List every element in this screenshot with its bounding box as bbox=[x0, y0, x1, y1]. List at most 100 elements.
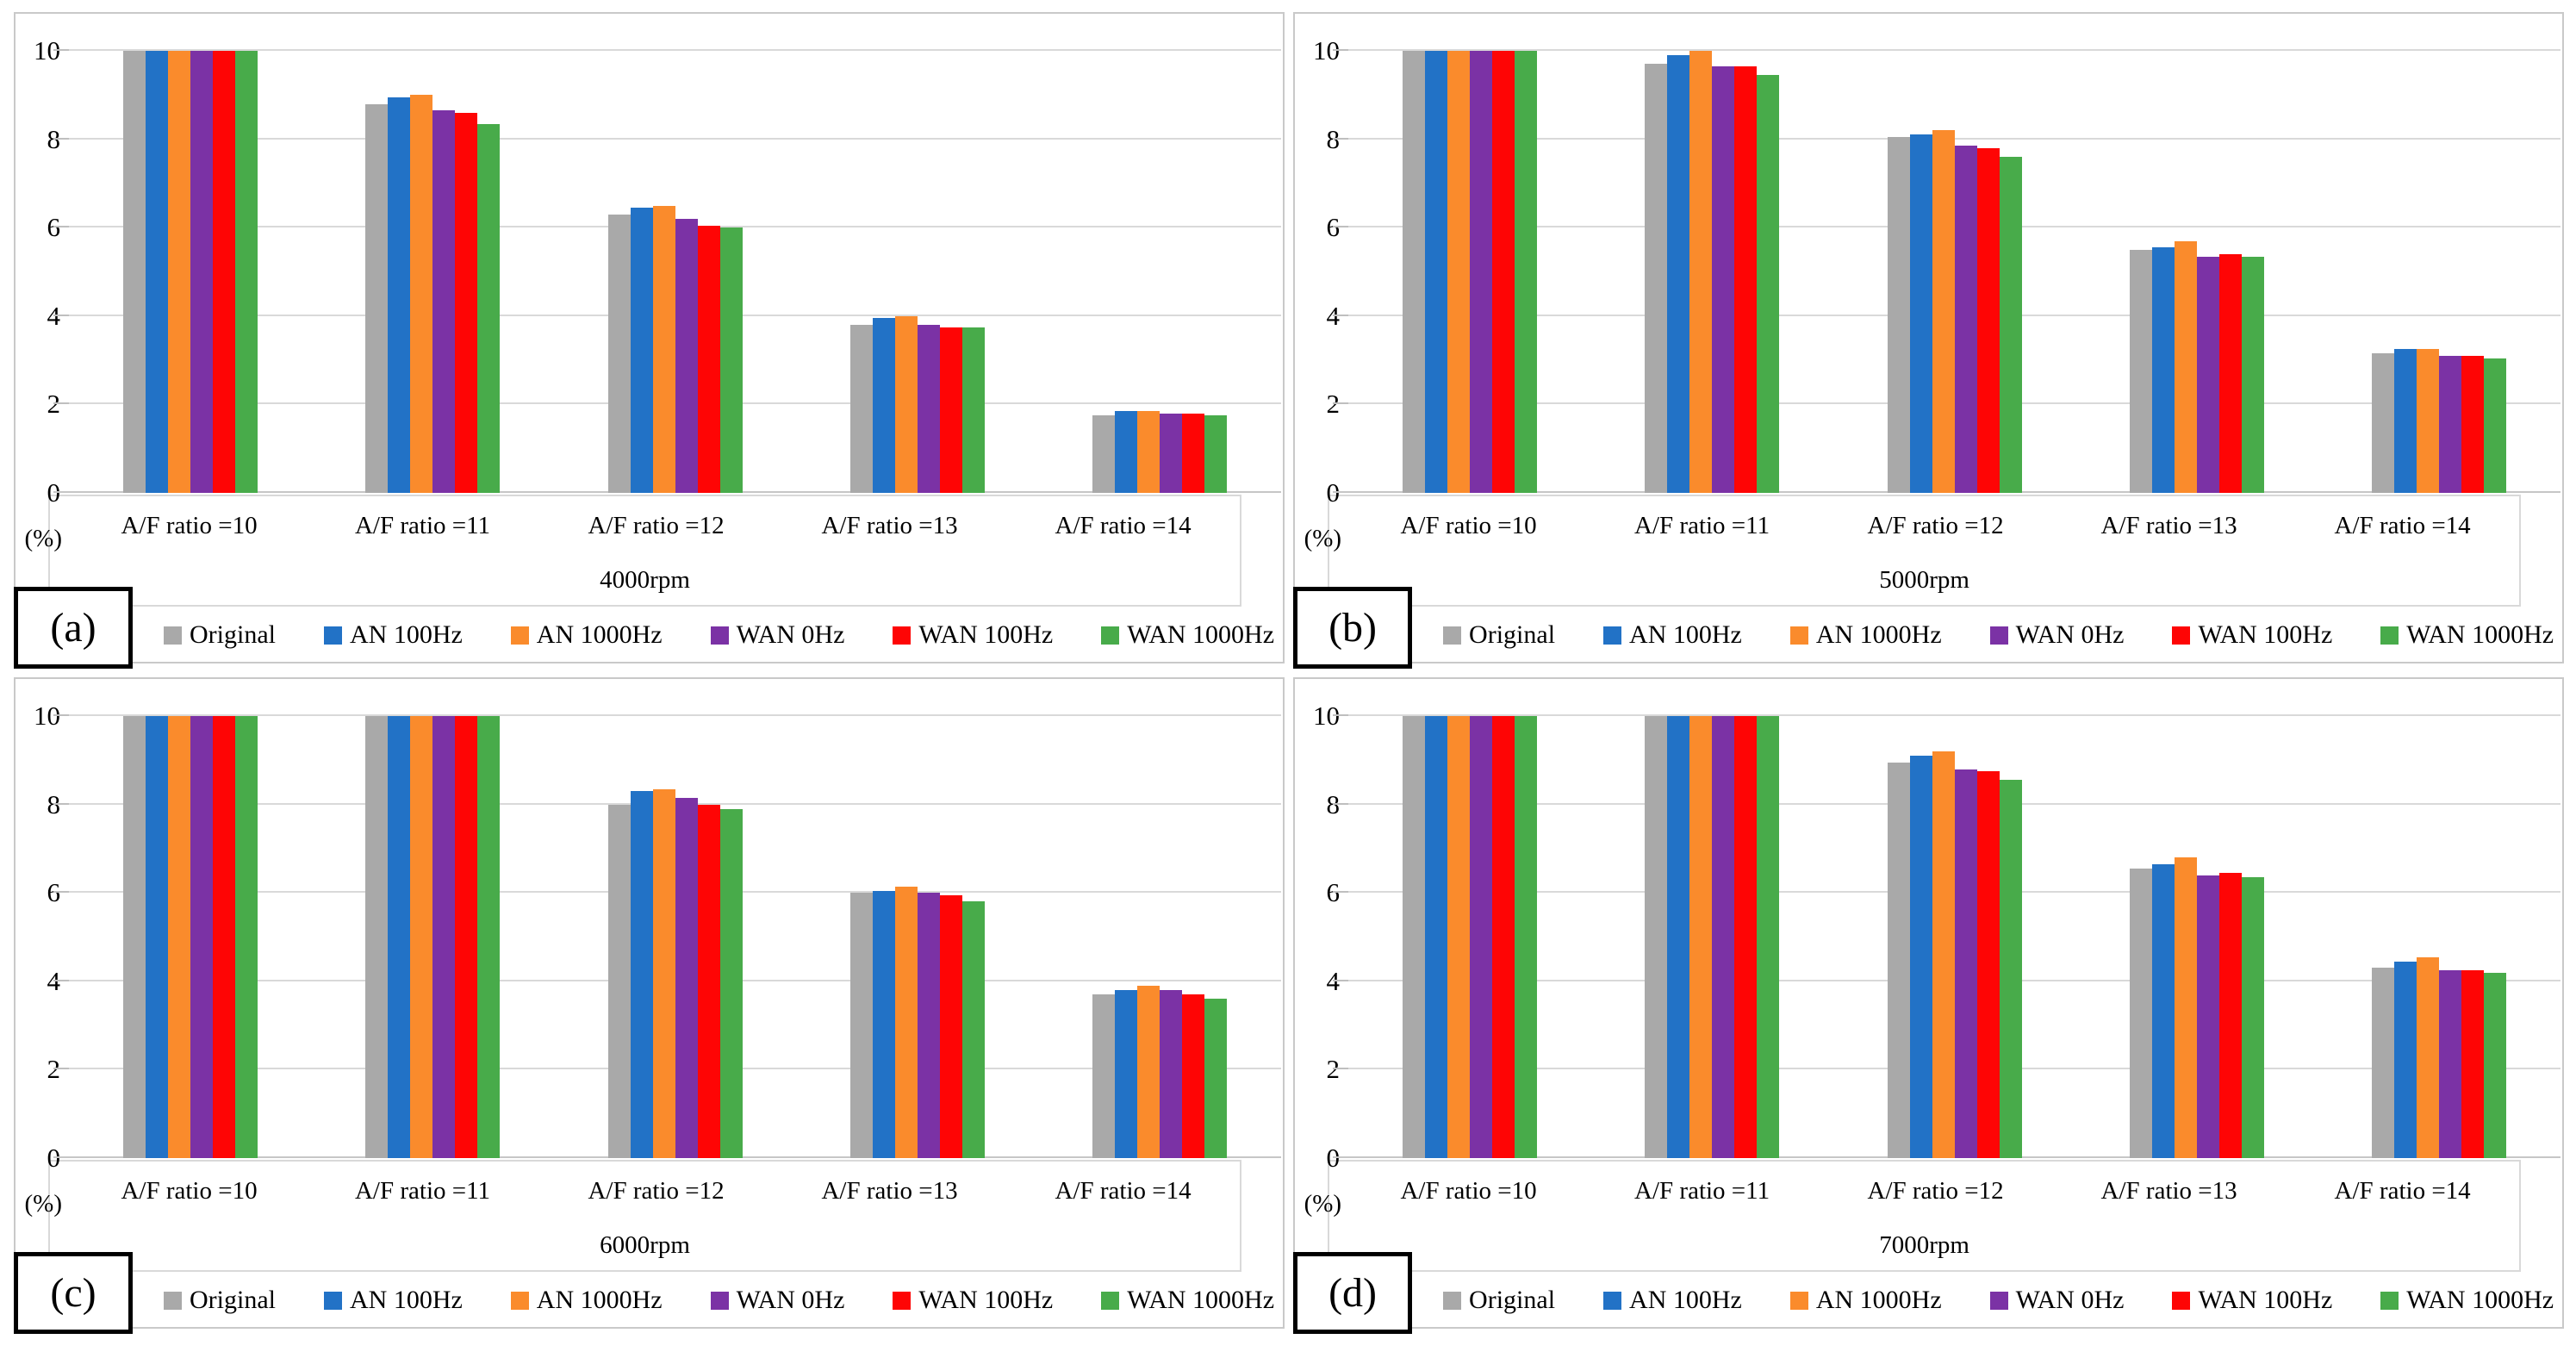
bar bbox=[2394, 349, 2417, 493]
legend-label: WAN 0Hz bbox=[2015, 620, 2125, 649]
bar bbox=[1999, 157, 2022, 493]
legend-item: AN 1000Hz bbox=[1789, 1287, 1942, 1313]
legend-item: AN 1000Hz bbox=[1789, 622, 1942, 648]
legend-label: AN 100Hz bbox=[349, 1286, 463, 1314]
x-category-label: A/F ratio =10 bbox=[121, 512, 258, 539]
legend-item: WAN 1000Hz bbox=[1101, 622, 1274, 648]
bar bbox=[477, 716, 501, 1158]
panel-letter-box-c: (c) bbox=[14, 1252, 133, 1334]
bar bbox=[2461, 356, 2485, 493]
bar-groups bbox=[69, 682, 1281, 1158]
legend-label: Original bbox=[190, 1286, 276, 1314]
legend-swatch-an-100hz bbox=[323, 1291, 342, 1310]
legend-swatch-an-1000hz bbox=[510, 626, 529, 645]
y-axis-unit-label: (%) bbox=[24, 1190, 62, 1218]
bar bbox=[630, 791, 653, 1158]
bar bbox=[388, 97, 411, 493]
bar-group bbox=[1887, 682, 2022, 1158]
bar bbox=[1667, 55, 1690, 493]
legend-item: AN 1000Hz bbox=[510, 1286, 663, 1314]
bar bbox=[939, 895, 962, 1158]
legend-item: AN 100Hz bbox=[1603, 1287, 1742, 1313]
bar bbox=[2151, 864, 2175, 1158]
bar bbox=[212, 716, 235, 1158]
plot-row: 1086420(%) bbox=[16, 17, 1283, 551]
x-category-label: A/F ratio =11 bbox=[1634, 1177, 1770, 1205]
y-tick-mark bbox=[1333, 314, 1349, 316]
bar bbox=[1182, 994, 1205, 1158]
bar bbox=[1469, 716, 1492, 1158]
panel-letter: (b) bbox=[1328, 605, 1378, 651]
bar bbox=[872, 318, 895, 493]
legend-swatch-an-100hz bbox=[1603, 626, 1622, 645]
bar bbox=[167, 716, 190, 1158]
legend-item: WAN 100Hz bbox=[893, 1287, 1053, 1313]
bar bbox=[1932, 751, 1955, 1158]
bar bbox=[2196, 875, 2219, 1158]
legend-label: WAN 100Hz bbox=[918, 1286, 1054, 1314]
legend-label: AN 1000Hz bbox=[536, 1286, 663, 1314]
x-axis-title: 7000rpm bbox=[1879, 1231, 1969, 1259]
y-tick-mark bbox=[53, 226, 69, 228]
plot-row: 1086420(%) bbox=[16, 682, 1283, 1217]
y-tick-mark bbox=[53, 891, 69, 894]
bar bbox=[894, 316, 918, 493]
bar bbox=[234, 716, 258, 1158]
legend-swatch-an-1000hz bbox=[510, 1291, 529, 1310]
x-category-label: A/F ratio =12 bbox=[1867, 512, 2004, 539]
bar bbox=[1160, 414, 1183, 493]
bar-group bbox=[607, 682, 743, 1158]
legend-item: WAN 0Hz bbox=[1989, 620, 2125, 649]
bar bbox=[1932, 130, 1955, 493]
y-tick-mark bbox=[1333, 802, 1349, 805]
legend-label: AN 1000Hz bbox=[536, 620, 663, 649]
y-axis: 1086420(%) bbox=[1295, 682, 1348, 1217]
bar bbox=[388, 716, 411, 1158]
bar-group bbox=[1402, 682, 1537, 1158]
bar bbox=[1424, 716, 1447, 1158]
bar bbox=[1514, 716, 1537, 1158]
bar bbox=[2417, 957, 2440, 1158]
bar bbox=[961, 901, 985, 1158]
bar bbox=[1137, 411, 1160, 493]
bar bbox=[145, 716, 168, 1158]
x-category-label: A/F ratio =11 bbox=[354, 1177, 491, 1205]
legend-label: AN 100Hz bbox=[1629, 1286, 1742, 1314]
legend-swatch-original bbox=[164, 1291, 182, 1310]
legend-item: Original bbox=[164, 622, 276, 648]
y-tick-mark bbox=[53, 714, 69, 716]
bar bbox=[1976, 771, 2000, 1158]
panel-letter-box-a: (a) bbox=[14, 587, 133, 669]
x-axis-title: 5000rpm bbox=[1879, 566, 1969, 594]
x-category-label: A/F ratio =13 bbox=[2100, 512, 2237, 539]
bar bbox=[1182, 414, 1205, 493]
bar bbox=[1887, 763, 1910, 1158]
bar bbox=[1204, 999, 1228, 1158]
legend-label: AN 100Hz bbox=[1629, 620, 1742, 649]
bar bbox=[2241, 257, 2264, 493]
legend-label: WAN 100Hz bbox=[2198, 620, 2333, 649]
legend-label: WAN 100Hz bbox=[918, 620, 1054, 649]
bar-groups bbox=[1348, 682, 2560, 1158]
bar bbox=[1402, 716, 1425, 1158]
bar bbox=[1887, 137, 1910, 493]
y-tick-mark bbox=[1333, 891, 1349, 894]
x-category-label: A/F ratio =11 bbox=[1634, 512, 1770, 539]
bar bbox=[607, 805, 631, 1158]
plot-area bbox=[1333, 682, 2561, 1158]
plot-row: 1086420(%) bbox=[1295, 17, 2562, 551]
bar bbox=[1689, 51, 1713, 493]
legend-item: Original bbox=[1443, 622, 1555, 648]
legend-item: WAN 100Hz bbox=[893, 622, 1053, 648]
bar bbox=[849, 893, 873, 1158]
y-tick-mark bbox=[53, 979, 69, 981]
bar bbox=[1734, 716, 1758, 1158]
gridline bbox=[1348, 714, 2561, 716]
bar bbox=[2417, 349, 2440, 493]
gridline bbox=[1348, 137, 2561, 140]
bar bbox=[1204, 415, 1228, 493]
bar-group bbox=[122, 17, 258, 493]
bar bbox=[1160, 990, 1183, 1158]
bar bbox=[2241, 877, 2264, 1158]
legend-swatch-wan-1000hz bbox=[2380, 626, 2399, 645]
